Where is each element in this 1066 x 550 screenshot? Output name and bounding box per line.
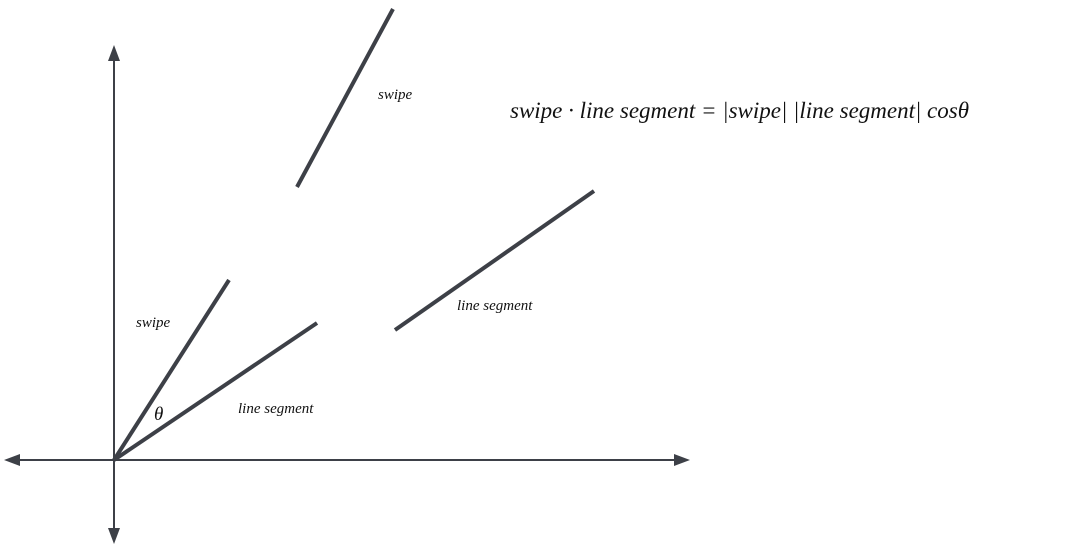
swipe-translated-label: swipe: [378, 87, 413, 103]
line-segment-origin-label: line segment: [238, 401, 314, 417]
x-axis-left-arrowhead: [4, 454, 20, 466]
swipe-origin-vector: [114, 280, 229, 460]
swipe-origin-label: swipe: [136, 315, 171, 331]
theta-angle-label: θ: [154, 404, 163, 425]
dot-product-formula: swipe · line segment = |swipe| |line seg…: [510, 98, 969, 123]
labels: swipe line segment swipe line segment θ …: [136, 87, 969, 425]
y-axis-down-arrowhead: [108, 528, 120, 544]
x-axis-right-arrowhead: [674, 454, 690, 466]
line-segment-origin-vector: [114, 323, 317, 460]
line-segment-translated-label: line segment: [457, 298, 533, 314]
y-axis-up-arrowhead: [108, 45, 120, 61]
vectors: [114, 9, 594, 460]
